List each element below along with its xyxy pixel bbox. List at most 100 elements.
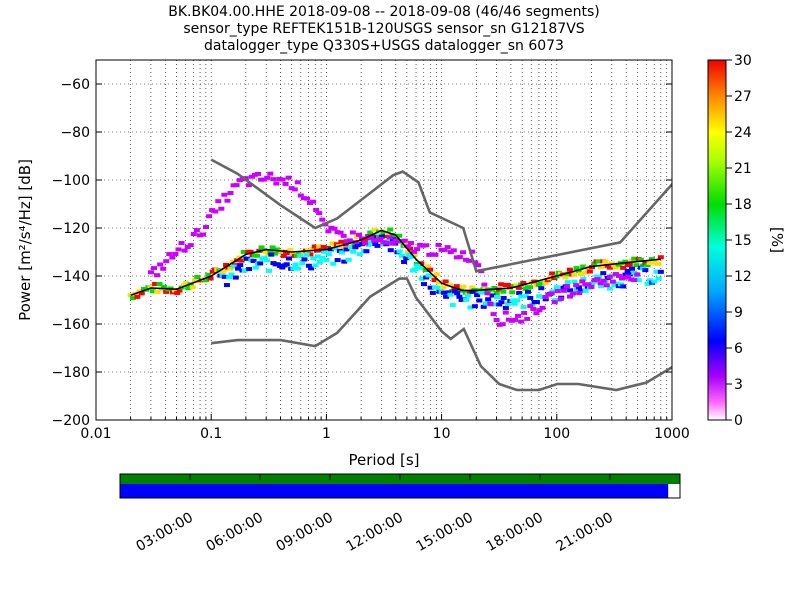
density-cell xyxy=(577,272,584,277)
density-cell xyxy=(374,243,381,248)
density-cell xyxy=(154,289,161,294)
density-cell xyxy=(226,275,233,280)
density-cell xyxy=(181,248,188,253)
density-cell xyxy=(451,286,458,291)
density-cell xyxy=(447,283,454,288)
density-cell xyxy=(476,298,483,303)
density-cell xyxy=(432,252,439,257)
density-cell xyxy=(285,251,292,256)
density-cell xyxy=(606,265,613,270)
density-cell xyxy=(172,251,179,256)
density-cell xyxy=(511,301,518,306)
density-cell xyxy=(339,250,346,255)
density-cell xyxy=(631,256,638,261)
density-cell xyxy=(412,267,419,272)
density-cell xyxy=(633,263,640,268)
density-cell xyxy=(209,269,216,274)
density-cell xyxy=(404,250,411,255)
density-cell xyxy=(235,266,242,271)
density-cell xyxy=(307,200,314,205)
density-cell xyxy=(444,245,451,250)
density-cell xyxy=(644,281,651,286)
density-cell xyxy=(387,248,394,253)
timeline-tick-label: 21:00:00 xyxy=(554,510,616,555)
density-cell xyxy=(311,244,318,249)
density-cell xyxy=(245,183,252,188)
density-cell xyxy=(343,247,350,252)
density-cell xyxy=(579,279,586,284)
density-cell xyxy=(261,256,268,261)
density-cell xyxy=(267,250,274,255)
density-cell xyxy=(228,272,235,277)
density-cell xyxy=(465,293,472,298)
density-cell xyxy=(438,247,445,252)
density-cell xyxy=(521,310,528,315)
y-tick-label: −160 xyxy=(52,317,90,333)
colorbar-tick-label: 18 xyxy=(734,197,752,213)
density-cell xyxy=(382,234,389,239)
density-cell xyxy=(258,177,265,182)
density-cell xyxy=(600,278,607,283)
density-cell xyxy=(442,279,449,284)
density-cell xyxy=(294,266,301,271)
density-cell xyxy=(491,285,498,290)
density-cell xyxy=(571,272,578,277)
density-cell xyxy=(290,266,297,271)
density-cell xyxy=(642,260,649,265)
density-cell xyxy=(567,294,574,299)
density-cell xyxy=(454,291,461,296)
density-cell xyxy=(502,305,509,310)
density-cell xyxy=(160,284,167,289)
density-cell xyxy=(423,243,430,248)
density-cell xyxy=(424,264,431,269)
density-cell xyxy=(433,272,440,277)
density-cell xyxy=(215,199,222,204)
density-cell xyxy=(230,183,237,188)
timeline-tick-label: 15:00:00 xyxy=(414,510,476,555)
density-cell xyxy=(184,245,191,250)
colorbar-tick-label: 6 xyxy=(734,341,743,357)
density-cell xyxy=(434,285,441,290)
density-cell xyxy=(264,175,271,180)
density-cell xyxy=(269,245,276,250)
density-cell xyxy=(371,227,378,232)
density-cell xyxy=(341,259,348,264)
density-cell xyxy=(500,295,507,300)
density-cell xyxy=(316,259,323,264)
density-cell xyxy=(622,259,629,264)
density-cell xyxy=(263,258,270,263)
density-cell xyxy=(407,241,414,246)
density-cell xyxy=(257,261,264,266)
density-cell xyxy=(414,263,421,268)
density-cell xyxy=(340,233,347,238)
density-cell xyxy=(151,266,158,271)
density-cell xyxy=(472,260,479,265)
y-tick-label: −80 xyxy=(60,125,90,141)
density-cell xyxy=(230,264,237,269)
density-cell xyxy=(180,283,187,288)
density-cell xyxy=(427,267,434,272)
density-cell xyxy=(619,276,626,281)
density-cell xyxy=(337,230,344,235)
density-cell xyxy=(383,240,390,245)
colorbar-tick-label: 9 xyxy=(734,305,743,321)
density-cell xyxy=(363,249,370,254)
density-cell xyxy=(548,291,555,296)
density-cell xyxy=(474,293,481,298)
density-cell xyxy=(447,292,454,297)
data-coverage-timeline: 03:00:00 06:00:00 09:00:00 12:00:00 15:00:00… xyxy=(119,473,681,555)
density-cell xyxy=(332,246,339,251)
density-cell xyxy=(280,253,287,258)
density-cell xyxy=(292,262,299,267)
density-cell xyxy=(463,257,470,262)
density-cell xyxy=(240,249,247,254)
density-cell xyxy=(371,238,378,243)
density-cell xyxy=(489,293,496,298)
density-cell xyxy=(563,284,570,289)
density-cell xyxy=(323,257,330,262)
coverage-bar-bottom xyxy=(120,484,669,498)
density-cell xyxy=(466,258,473,263)
density-cell xyxy=(212,209,219,214)
density-cell xyxy=(316,244,323,249)
